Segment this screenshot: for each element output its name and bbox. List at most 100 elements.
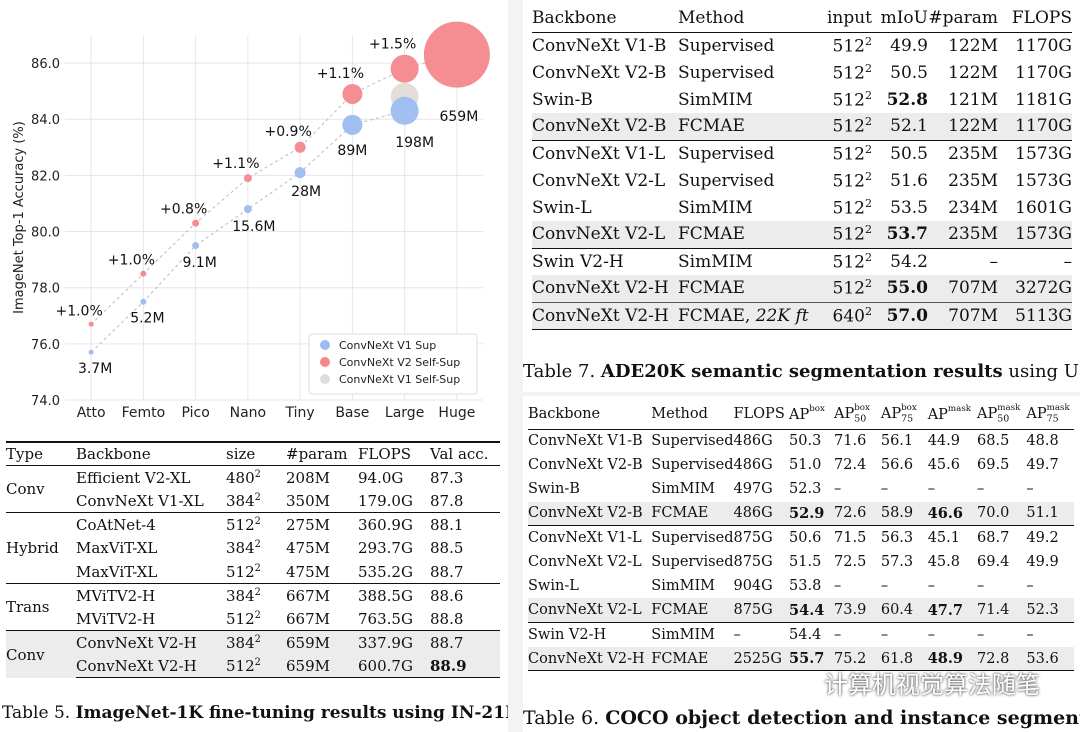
t5-cell-backbone: MViTV2-H — [76, 609, 156, 628]
t7-cell-flops: 1573G — [998, 139, 1072, 167]
t6-cell-ap-box: 51.0 — [789, 457, 822, 474]
t6-cell-method: Supervised — [651, 554, 734, 571]
t7-row: ConvNeXt V1-L Supervised 5122 50.5 235M 1573G — [532, 139, 1072, 167]
t5-cell-flops: 179.0G — [358, 491, 413, 510]
t7-cell-method: SimMIM — [678, 89, 753, 110]
t6-row: Swin-B SimMIM 497G 52.3– – – – – — [528, 477, 1074, 501]
t7-cell-param: – — [928, 247, 998, 275]
t5-cell-param: 659M — [286, 630, 358, 655]
t7-header-input: input — [818, 5, 872, 33]
table5-panel: Type Backbone size #param FLOPS Val acc.… — [0, 428, 508, 732]
t5-cell-type: Conv — [6, 480, 45, 499]
t5-cell-valacc: 87.3 — [430, 468, 464, 487]
t6-cell-ap50-mask: 72.8 — [977, 646, 1027, 672]
t6-header-flops: FLOPS — [733, 399, 790, 430]
t5-cell-backbone: MaxViT-XL — [76, 562, 158, 581]
v2-selfsup-point — [423, 21, 490, 88]
t7-cell-param: 234M — [948, 197, 998, 218]
t5-cell-flops: 388.5G — [358, 583, 430, 608]
t6-cell-ap50-box: 72.5 — [834, 554, 867, 571]
t6-header-ap-mask: APmask — [927, 399, 978, 430]
t7-cell-param: 235M — [928, 139, 998, 167]
t5-cell-flops: 360.9G — [358, 512, 430, 537]
t6-cell-ap-mask: 48.9 — [927, 646, 978, 672]
t5-cell-flops: 337.9G — [358, 630, 430, 655]
t7-cell-input: 5122 — [818, 113, 872, 140]
t5-cell-param: 208M — [286, 468, 330, 487]
t7-cell-param: 707M — [928, 301, 998, 330]
t6-row: ConvNeXt V2-L Supervised 875G 51.5 72.5 57.3 4… — [528, 550, 1074, 574]
t7-cell-input: 5122 — [818, 275, 872, 302]
t7-cell-input: 5122 — [818, 221, 872, 248]
t6-cell-ap75-mask: 51.1 — [1026, 501, 1074, 526]
t6-cell-backbone: ConvNeXt V1-L — [528, 525, 652, 550]
watermark: 计算机视觉算法随笔 — [824, 671, 1040, 699]
t5-cell-size: 4802 — [226, 468, 261, 487]
gain-label: +1.5% — [369, 37, 416, 53]
t7-cell-flops: 1573G — [998, 221, 1072, 248]
t6-cell-ap-mask: 44.9 — [927, 433, 960, 450]
t6-cell-ap75-mask: – — [1026, 481, 1034, 498]
param-label: 5.2M — [130, 311, 164, 327]
gain-label: +1.1% — [317, 66, 364, 82]
t6-header-backbone: Backbone — [528, 399, 652, 430]
t6-cell-flops: – — [733, 621, 790, 647]
t5-cell-flops: 600.7G — [358, 654, 430, 679]
table7-caption: Table 7. ADE20K semantic segmentation re… — [523, 361, 1080, 382]
legend-entry: ConvNeXt V1 Self-Sup — [339, 373, 460, 386]
y-tick-label: 76.0 — [31, 338, 60, 353]
gain-label: +1.0% — [108, 253, 155, 269]
t6-header-ap50-mask: AP50mask — [977, 399, 1027, 430]
table6-coco: Backbone Method FLOPS APbox AP50box AP75… — [528, 399, 1074, 672]
t6-cell-ap75-box: 56.1 — [880, 433, 914, 450]
t6-row: ConvNeXt V2-L FCMAE 875G 54.4 73.9 60.4 47.7 71… — [528, 598, 1074, 623]
v1-sup-point — [294, 167, 306, 179]
t7-row: Swin-L SimMIM 5122 53.5 234M 1601G — [532, 194, 1072, 221]
t5-cell-size: 5122 — [226, 609, 261, 628]
t7-header-method: Method — [678, 5, 818, 33]
t5-cell-valacc: 87.8 — [430, 491, 464, 510]
t7-header-miou: mIoU — [872, 5, 928, 33]
t5-header-flops: FLOPS — [358, 441, 430, 467]
t7-cell-backbone: ConvNeXt V2-H — [532, 275, 678, 302]
t7-cell-backbone: ConvNeXt V2-L — [532, 170, 666, 191]
t7-row: ConvNeXt V1-B Supervised 5122 49.9 122M 1170G — [532, 32, 1072, 59]
t6-cell-ap50-mask: 70.0 — [977, 501, 1027, 526]
t6-cell-ap75-mask: 49.2 — [1026, 525, 1074, 550]
t6-cell-ap-mask: 45.8 — [927, 554, 960, 571]
t7-cell-flops: 1170G — [1015, 35, 1072, 56]
t6-cell-ap50-mask: 69.5 — [977, 457, 1010, 474]
v2-selfsup-point — [88, 321, 94, 327]
y-tick-label: 80.0 — [31, 226, 60, 241]
t7-header-param: #param — [928, 5, 998, 33]
gain-label: +1.1% — [212, 156, 259, 172]
t7-cell-flops: 1170G — [998, 113, 1072, 140]
legend-swatch — [320, 357, 330, 367]
t7-cell-flops: 1601G — [1015, 197, 1072, 218]
t6-cell-ap50-mask: 68.7 — [977, 525, 1027, 550]
t6-header-method: Method — [651, 399, 734, 430]
t6-cell-ap50-box: 71.6 — [834, 433, 867, 450]
t6-cell-method: SimMIM — [651, 578, 716, 595]
t5-row: MViTV2-H 5122 667M 763.5G 88.8 — [6, 607, 500, 631]
t5-cell-param: 659M — [286, 654, 358, 679]
param-label: 89M — [337, 143, 367, 159]
t5-cell-flops: 94.0G — [358, 468, 404, 487]
t7-cell-method: FCMAE — [678, 113, 818, 140]
table7-panel: Backbone Method input mIoU #param FLOPS … — [523, 0, 1080, 392]
t6-cell-ap75-mask: 52.3 — [1026, 598, 1074, 623]
param-label: 9.1M — [182, 255, 216, 271]
t6-cell-ap75-box: 58.9 — [880, 501, 928, 526]
t6-cell-method: FCMAE — [651, 501, 734, 526]
gain-label: +0.9% — [264, 124, 311, 140]
t7-cell-method: Supervised — [678, 170, 775, 191]
t6-header-ap75-mask: AP75mask — [1026, 399, 1074, 430]
t6-cell-method: FCMAE — [651, 598, 734, 623]
t6-caption-num: Table 6. — [523, 707, 600, 729]
t6-cell-flops: 486G — [733, 501, 790, 526]
table7-ade20k: Backbone Method input mIoU #param FLOPS … — [532, 5, 1072, 330]
t6-cell-backbone: Swin V2-H — [528, 621, 652, 647]
v2-selfsup-point — [243, 174, 252, 183]
t6-row: Swin V2-H SimMIM –54.4– – – – – — [528, 621, 1074, 647]
t5-cell-size: 5122 — [226, 512, 286, 537]
